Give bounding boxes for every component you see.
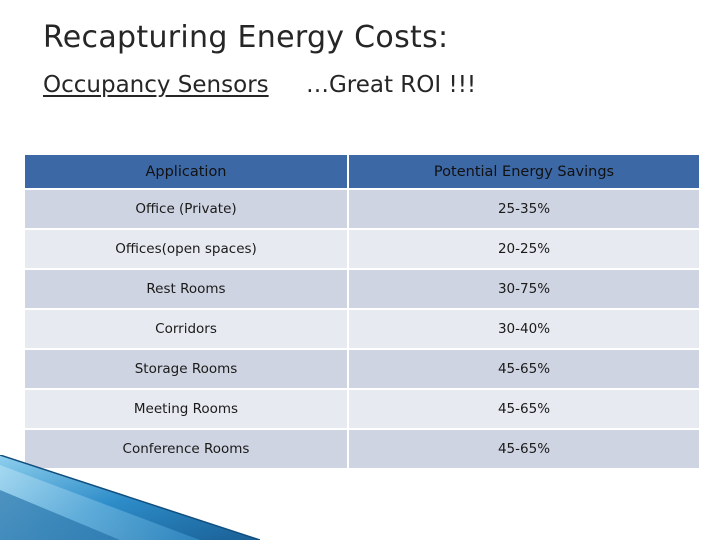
application-cell: Office (Private) [25, 188, 349, 229]
subtitle-occupancy-sensors: Occupancy Sensors [43, 72, 269, 98]
subtitle-roi: …Great ROI !!! [305, 72, 477, 98]
table-row: Storage Rooms 45-65% [25, 348, 699, 389]
savings-cell: 30-75% [348, 268, 699, 309]
application-cell: Meeting Rooms [25, 388, 349, 429]
application-cell: Offices(open spaces) [25, 228, 349, 269]
savings-cell: 20-25% [348, 228, 699, 269]
savings-cell: 30-40% [348, 308, 699, 349]
table-row: Offices(open spaces) 20-25% [25, 228, 699, 269]
subtitle-row: Occupancy Sensors …Great ROI !!! [43, 72, 476, 98]
column-header-application: Application [25, 155, 349, 189]
table-row: Meeting Rooms 45-65% [25, 388, 699, 429]
table-row: Office (Private) 25-35% [25, 188, 699, 229]
savings-cell: 45-65% [348, 348, 699, 389]
decorative-corner-swoosh [0, 455, 260, 540]
energy-savings-table: Application Potential Energy Savings Off… [25, 155, 699, 468]
application-cell: Storage Rooms [25, 348, 349, 389]
column-header-savings: Potential Energy Savings [348, 155, 699, 189]
slide-title: Recapturing Energy Costs: [43, 20, 449, 55]
application-cell: Conference Rooms [25, 428, 349, 468]
table-header-row: Application Potential Energy Savings [25, 155, 699, 189]
table-row: Conference Rooms 45-65% [25, 428, 699, 468]
savings-cell: 25-35% [348, 188, 699, 229]
table-row: Rest Rooms 30-75% [25, 268, 699, 309]
savings-cell: 45-65% [348, 428, 699, 468]
table-row: Corridors 30-40% [25, 308, 699, 349]
application-cell: Corridors [25, 308, 349, 349]
application-cell: Rest Rooms [25, 268, 349, 309]
savings-cell: 45-65% [348, 388, 699, 429]
